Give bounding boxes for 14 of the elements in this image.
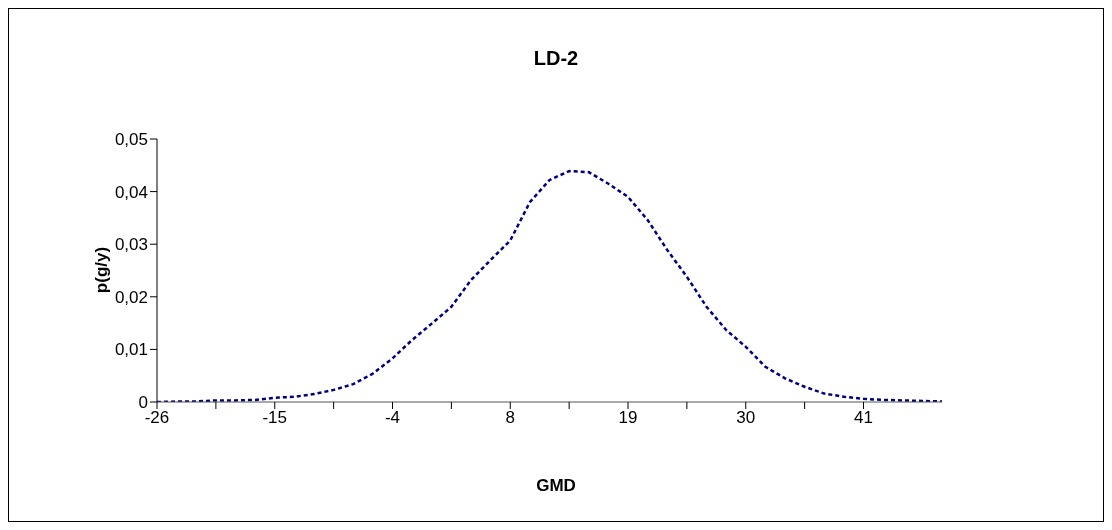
x-tick-label: -4 bbox=[384, 408, 401, 428]
y-tick-label: 0,04 bbox=[114, 182, 148, 202]
y-tick-label: 0,05 bbox=[114, 130, 148, 150]
x-tick-label: 41 bbox=[854, 408, 873, 428]
y-axis-title: p(g/y) bbox=[92, 246, 112, 294]
x-tick-label: -15 bbox=[262, 408, 288, 428]
y-tick-label: 0,02 bbox=[114, 287, 148, 307]
x-tick-label: 8 bbox=[505, 408, 515, 428]
y-tick-label: 0,01 bbox=[114, 340, 148, 360]
chart-title: LD-2 bbox=[532, 47, 580, 70]
x-tick-label: 30 bbox=[736, 408, 756, 428]
x-tick-label: 19 bbox=[618, 408, 638, 428]
y-tick-label: 0,03 bbox=[114, 235, 148, 255]
x-axis-title: GMD bbox=[535, 476, 577, 496]
